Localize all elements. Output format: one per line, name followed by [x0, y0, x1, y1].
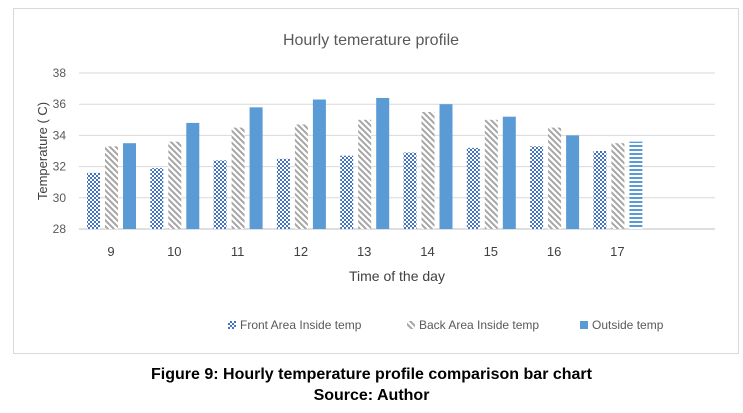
figure-source: Source: Author	[313, 387, 430, 404]
bar-front	[530, 146, 544, 229]
bar-chart: Hourly temerature profile 28 30 32 34 36 38 9…	[35, 32, 715, 332]
chart-title: Hourly temerature profile	[283, 32, 459, 49]
bar-back	[105, 146, 118, 229]
legend-label-front: Front Area Inside temp	[240, 318, 362, 332]
x-axis-ticks: 9 10 11 12 13 14 15 16 17	[107, 244, 624, 259]
bar-back	[168, 141, 182, 229]
bar-outside	[629, 141, 643, 229]
bar-front	[87, 172, 100, 229]
bar-back	[421, 112, 435, 229]
bar-back	[231, 127, 245, 229]
bar-front	[340, 155, 354, 229]
bar-back	[548, 127, 562, 229]
y-tick-label: 34	[53, 128, 67, 142]
y-tick-label: 32	[53, 160, 67, 174]
bar-outside	[566, 135, 580, 229]
bar-outside	[502, 116, 516, 229]
bar-outside	[376, 97, 390, 230]
bar-back	[611, 143, 625, 229]
x-tick-label: 12	[294, 244, 308, 259]
y-tick-label: 38	[53, 66, 67, 80]
bar-front	[213, 160, 227, 229]
legend-swatch-front	[228, 321, 236, 329]
bar-back	[358, 119, 372, 229]
y-axis-ticks: 28 30 32 34 36 38	[53, 66, 67, 236]
bar-back	[294, 124, 308, 229]
bar-outside	[249, 107, 263, 229]
chart-area: Hourly temerature profile 28 30 32 34 36 38 9…	[13, 8, 739, 354]
y-tick-label: 36	[53, 97, 67, 111]
x-axis-label: Time of the day	[349, 268, 445, 284]
x-tick-label: 9	[107, 244, 114, 259]
x-tick-label: 16	[547, 244, 561, 259]
x-tick-label: 10	[167, 244, 181, 259]
legend-swatch-back	[407, 321, 415, 329]
bars	[87, 97, 643, 230]
x-tick-label: 13	[357, 244, 371, 259]
y-tick-label: 28	[53, 222, 67, 236]
bar-front	[593, 151, 607, 229]
bar-front	[276, 158, 290, 229]
gridlines	[79, 72, 715, 230]
x-tick-label: 11	[231, 244, 245, 259]
bar-back	[484, 119, 498, 229]
y-axis-label: Temperature ( C)	[35, 102, 50, 200]
legend-label-back: Back Area Inside temp	[419, 318, 539, 332]
bar-outside	[312, 99, 326, 230]
bar-front	[150, 168, 164, 229]
x-tick-label: 15	[484, 244, 498, 259]
legend-label-outside: Outside temp	[592, 318, 664, 332]
legend-swatch-outside	[580, 321, 588, 329]
figure-caption: Figure 9: Hourly temperature profile com…	[151, 366, 592, 383]
x-tick-label: 17	[610, 244, 624, 259]
bar-front	[403, 152, 417, 229]
bar-outside	[439, 104, 453, 229]
bar-outside	[186, 122, 200, 229]
legend: Front Area Inside temp Back Area Inside …	[228, 318, 664, 332]
y-tick-label: 30	[53, 191, 67, 205]
x-tick-label: 14	[420, 244, 434, 259]
bar-outside	[123, 143, 136, 229]
bar-front	[466, 147, 480, 229]
